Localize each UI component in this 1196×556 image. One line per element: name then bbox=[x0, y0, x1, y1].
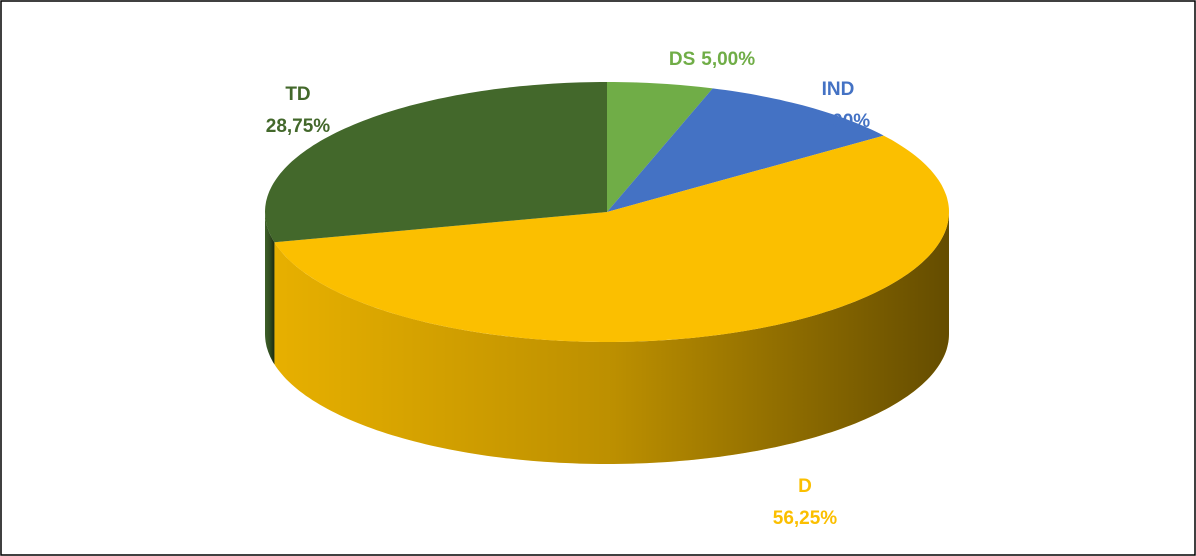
category-label: TD bbox=[285, 84, 310, 105]
value-label: 56,25% bbox=[773, 508, 838, 529]
side-shade bbox=[274, 212, 949, 464]
category-label: D bbox=[798, 476, 812, 497]
data-label: DS 5,00% bbox=[669, 49, 755, 70]
slice bbox=[607, 88, 884, 212]
value-label: 10,00% bbox=[806, 111, 871, 132]
category-label: IND bbox=[822, 79, 855, 100]
value-label: 5,00% bbox=[701, 49, 755, 70]
category-label: DS bbox=[669, 49, 695, 70]
slice bbox=[274, 135, 949, 342]
side-shade bbox=[265, 212, 275, 365]
slice bbox=[265, 82, 607, 243]
value-label: 28,75% bbox=[266, 116, 331, 137]
slice bbox=[607, 82, 713, 212]
